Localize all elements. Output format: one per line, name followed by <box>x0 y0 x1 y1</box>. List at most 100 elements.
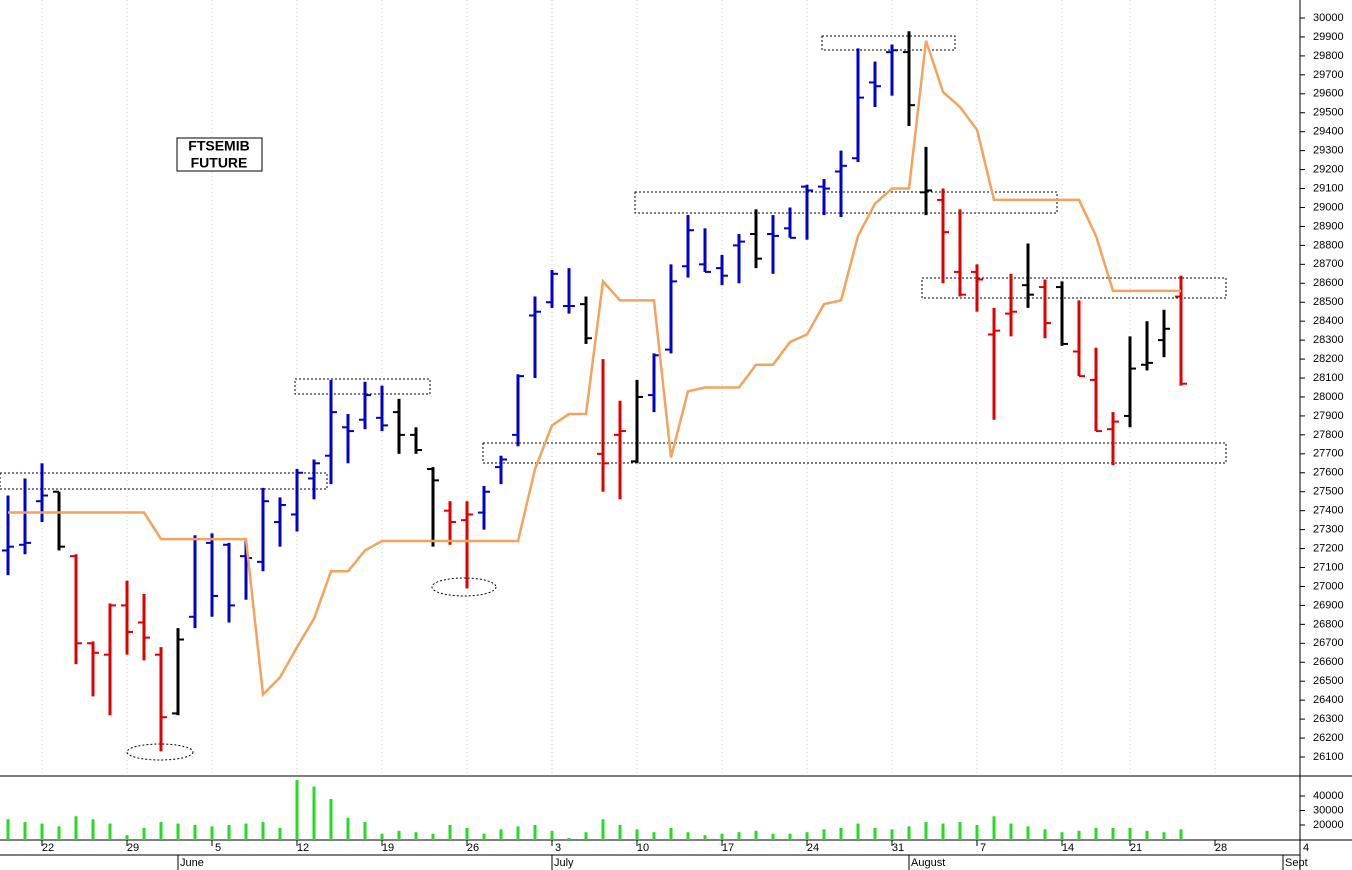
trend-line <box>8 40 1181 698</box>
y-tick-label: 30000 <box>1313 804 1344 816</box>
volume-bar <box>1179 829 1183 840</box>
volume-bar <box>448 824 452 840</box>
volume-bar <box>788 833 792 840</box>
y-tick-label: 26900 <box>1313 599 1344 611</box>
volume-bar <box>958 822 962 840</box>
volume-bar <box>482 833 486 840</box>
month-label: June <box>180 857 204 869</box>
volume-bar <box>771 833 775 840</box>
y-tick-label: 30000 <box>1313 12 1344 24</box>
volume-bar <box>975 824 979 840</box>
y-tick-label: 28400 <box>1313 315 1344 327</box>
volume-bar <box>1162 832 1166 840</box>
y-tick-label: 27200 <box>1313 542 1344 554</box>
x-tick-label: 10 <box>637 842 649 854</box>
volume-bar <box>295 780 299 840</box>
y-tick-label: 29100 <box>1313 182 1344 194</box>
y-tick-label: 27000 <box>1313 580 1344 592</box>
volume-bar <box>873 827 877 840</box>
volume-bar <box>23 822 27 840</box>
volume-bar <box>533 824 537 840</box>
volume-bar <box>499 829 503 840</box>
volume-bar <box>601 819 605 840</box>
volume-bar <box>261 822 265 840</box>
x-tick-label: 14 <box>1062 842 1074 854</box>
zone <box>0 472 328 490</box>
zone <box>294 378 431 395</box>
x-tick-label: 12 <box>297 842 309 854</box>
y-tick-label: 40000 <box>1313 790 1344 802</box>
volume-bar <box>754 830 758 840</box>
y-tick-label: 28900 <box>1313 220 1344 232</box>
volume-bar <box>686 832 690 840</box>
volume-bar <box>363 822 367 840</box>
annotation-box <box>176 137 263 172</box>
volume-bar <box>822 829 826 840</box>
y-tick-label: 26700 <box>1313 637 1344 649</box>
volume-bar <box>567 838 571 840</box>
volume-bar <box>1077 830 1081 840</box>
y-tick-label: 26600 <box>1313 656 1344 668</box>
volume-bar <box>142 827 146 840</box>
zone <box>921 277 1227 299</box>
volume-bar <box>91 819 95 840</box>
volume-bar <box>669 827 673 840</box>
y-tick-label: 26800 <box>1313 618 1344 630</box>
y-tick-label: 28500 <box>1313 296 1344 308</box>
volume-bar <box>1009 823 1013 840</box>
x-tick-label: 22 <box>42 842 54 854</box>
y-tick-label: 26300 <box>1313 713 1344 725</box>
y-tick-label: 29000 <box>1313 201 1344 213</box>
volume-bar <box>1094 827 1098 840</box>
volume-bar <box>210 826 214 840</box>
volume-bar <box>856 823 860 840</box>
volume-bar <box>805 832 809 840</box>
volume-bar <box>414 832 418 840</box>
annotation: FUTURE <box>191 155 248 171</box>
volume-bar <box>720 833 724 840</box>
volume-bar <box>278 827 282 840</box>
volume-bar <box>397 830 401 840</box>
zone <box>634 191 1058 214</box>
x-tick-label: 31 <box>892 842 904 854</box>
y-tick-label: 28000 <box>1313 391 1344 403</box>
y-tick-label: 29400 <box>1313 126 1344 138</box>
y-tick-label: 28800 <box>1313 239 1344 251</box>
x-tick-label: 19 <box>382 842 394 854</box>
volume-bar <box>380 833 384 840</box>
zone <box>821 35 956 51</box>
x-tick-label: 3 <box>555 842 561 854</box>
volume-bar <box>992 816 996 840</box>
volume-bar <box>652 832 656 840</box>
month-label: Sept <box>1285 857 1308 869</box>
y-tick-label: 27500 <box>1313 486 1344 498</box>
volume-bar <box>40 823 44 840</box>
y-tick-label: 28300 <box>1313 334 1344 346</box>
y-tick-label: 26200 <box>1313 732 1344 744</box>
x-tick-label: 17 <box>722 842 734 854</box>
y-tick-label: 27900 <box>1313 410 1344 422</box>
volume-bar <box>584 832 588 840</box>
x-tick-label: 28 <box>1215 842 1227 854</box>
y-tick-label: 26500 <box>1313 675 1344 687</box>
volume-bar <box>1111 827 1115 840</box>
x-tick-label: 7 <box>980 842 986 854</box>
volume-bar <box>1128 827 1132 840</box>
volume-bar <box>329 798 333 840</box>
x-tick-label: 4 <box>1303 842 1309 854</box>
y-tick-label: 29800 <box>1313 50 1344 62</box>
y-tick-label: 26100 <box>1313 751 1344 763</box>
y-tick-label: 27300 <box>1313 524 1344 536</box>
volume-bar <box>737 832 741 840</box>
volume-bar <box>465 827 469 840</box>
volume-bar <box>924 822 928 840</box>
y-tick-label: 26400 <box>1313 694 1344 706</box>
y-tick-label: 27800 <box>1313 429 1344 441</box>
volume-bar <box>890 829 894 840</box>
volume-bar <box>941 823 945 840</box>
x-tick-label: 29 <box>127 842 139 854</box>
volume-bar <box>1145 830 1149 840</box>
volume-bar <box>431 833 435 840</box>
